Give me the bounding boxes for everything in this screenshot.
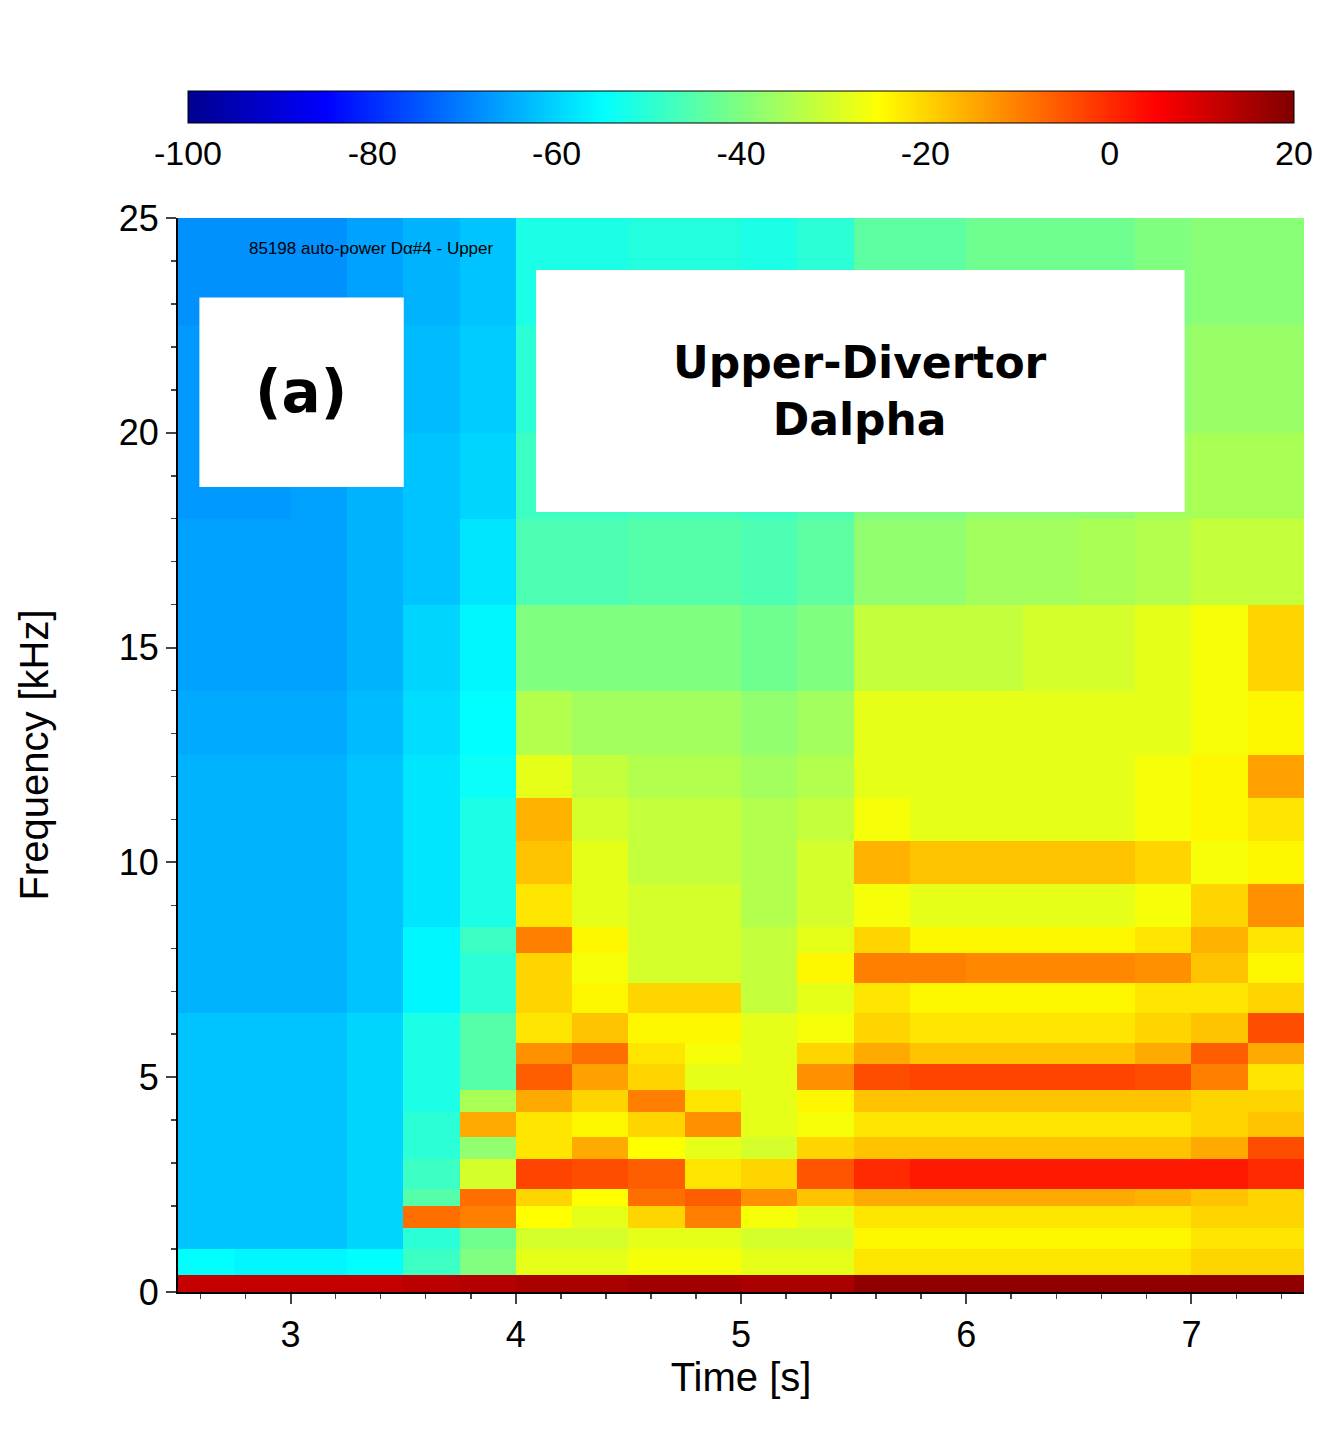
svg-text:-40: -40 (716, 134, 765, 172)
svg-text:-20: -20 (901, 134, 950, 172)
svg-text:Time [s]: Time [s] (671, 1355, 812, 1399)
svg-text:85198 auto-power Dα#4 - Upper: 85198 auto-power Dα#4 - Upper (249, 239, 494, 258)
svg-text:0: 0 (139, 1272, 159, 1313)
svg-text:(a): (a) (255, 358, 347, 426)
svg-text:25: 25 (119, 198, 159, 239)
svg-text:15: 15 (119, 627, 159, 668)
svg-text:0: 0 (1100, 134, 1119, 172)
svg-text:4: 4 (506, 1314, 526, 1355)
svg-text:7: 7 (1181, 1314, 1201, 1355)
svg-text:20: 20 (1275, 134, 1313, 172)
svg-text:Frequency [kHz]: Frequency [kHz] (12, 609, 56, 900)
svg-text:Upper-DivertorDalpha: Upper-DivertorDalpha (673, 337, 1047, 445)
svg-text:-80: -80 (348, 134, 397, 172)
svg-text:-100: -100 (154, 134, 222, 172)
svg-text:6: 6 (956, 1314, 976, 1355)
svg-text:20: 20 (119, 412, 159, 453)
svg-text:5: 5 (731, 1314, 751, 1355)
svg-text:5: 5 (139, 1057, 159, 1098)
svg-text:3: 3 (281, 1314, 301, 1355)
svg-text:-60: -60 (532, 134, 581, 172)
svg-text:10: 10 (119, 842, 159, 883)
